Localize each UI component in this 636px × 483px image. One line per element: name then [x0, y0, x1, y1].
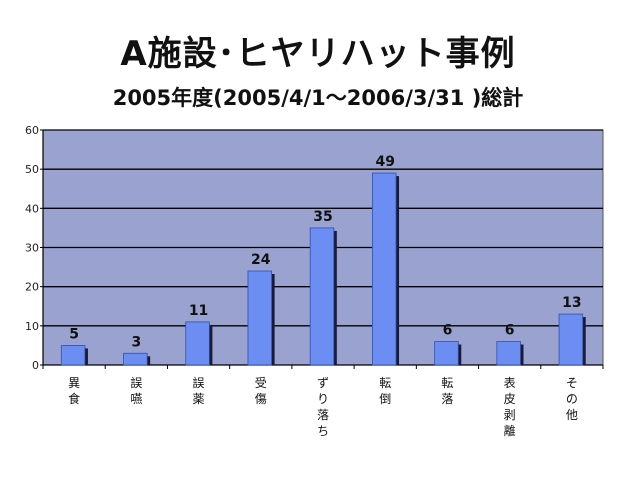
- y-tick-label: 40: [25, 202, 39, 215]
- page-subtitle: 2005年度(2005/4/1～2006/3/31 )総計: [112, 86, 524, 110]
- y-tick-label: 10: [25, 320, 39, 333]
- y-tick-label: 60: [25, 124, 39, 137]
- bar: [371, 172, 397, 366]
- bar: [247, 270, 272, 366]
- x-tick-label: 誤嚥: [130, 375, 142, 406]
- y-tick-label: 30: [25, 242, 39, 255]
- bar: [309, 227, 335, 366]
- page-title: A施設･ヒヤリハット事例: [120, 34, 516, 74]
- bar: [496, 341, 521, 366]
- data-label: 6: [505, 323, 515, 339]
- x-tick-label: 誤薬: [193, 375, 205, 406]
- data-label: 49: [375, 154, 394, 170]
- bar: [60, 345, 86, 366]
- x-tick-label: 異食: [68, 376, 80, 406]
- y-tick-label: 0: [32, 359, 39, 372]
- data-label: 3: [131, 334, 141, 350]
- data-label: 24: [251, 252, 271, 268]
- data-label: 35: [313, 209, 332, 225]
- bar: [185, 321, 210, 366]
- bar: [558, 313, 584, 366]
- x-tick-label: 表皮剥離: [504, 376, 516, 438]
- data-label: 6: [443, 323, 453, 339]
- x-tick-label: 転落: [441, 376, 453, 406]
- data-label: 13: [562, 295, 581, 311]
- x-tick-label: 転倒: [379, 376, 391, 406]
- bar: [123, 352, 148, 366]
- x-tick-label: ずり落ち: [317, 376, 329, 438]
- x-tick-label: その他: [566, 376, 578, 422]
- bar: [434, 341, 459, 366]
- x-tick-label: 受傷: [255, 376, 267, 406]
- y-tick-label: 50: [25, 163, 39, 176]
- data-label: 5: [69, 326, 79, 342]
- data-label: 11: [189, 303, 208, 319]
- y-tick-label: 20: [25, 281, 39, 294]
